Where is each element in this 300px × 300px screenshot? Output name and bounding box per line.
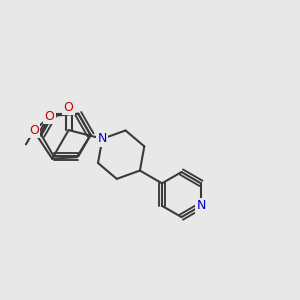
Text: N: N xyxy=(98,132,107,145)
Text: O: O xyxy=(45,110,55,123)
Text: O: O xyxy=(29,124,39,136)
Text: N: N xyxy=(196,199,206,212)
Text: O: O xyxy=(64,101,74,114)
